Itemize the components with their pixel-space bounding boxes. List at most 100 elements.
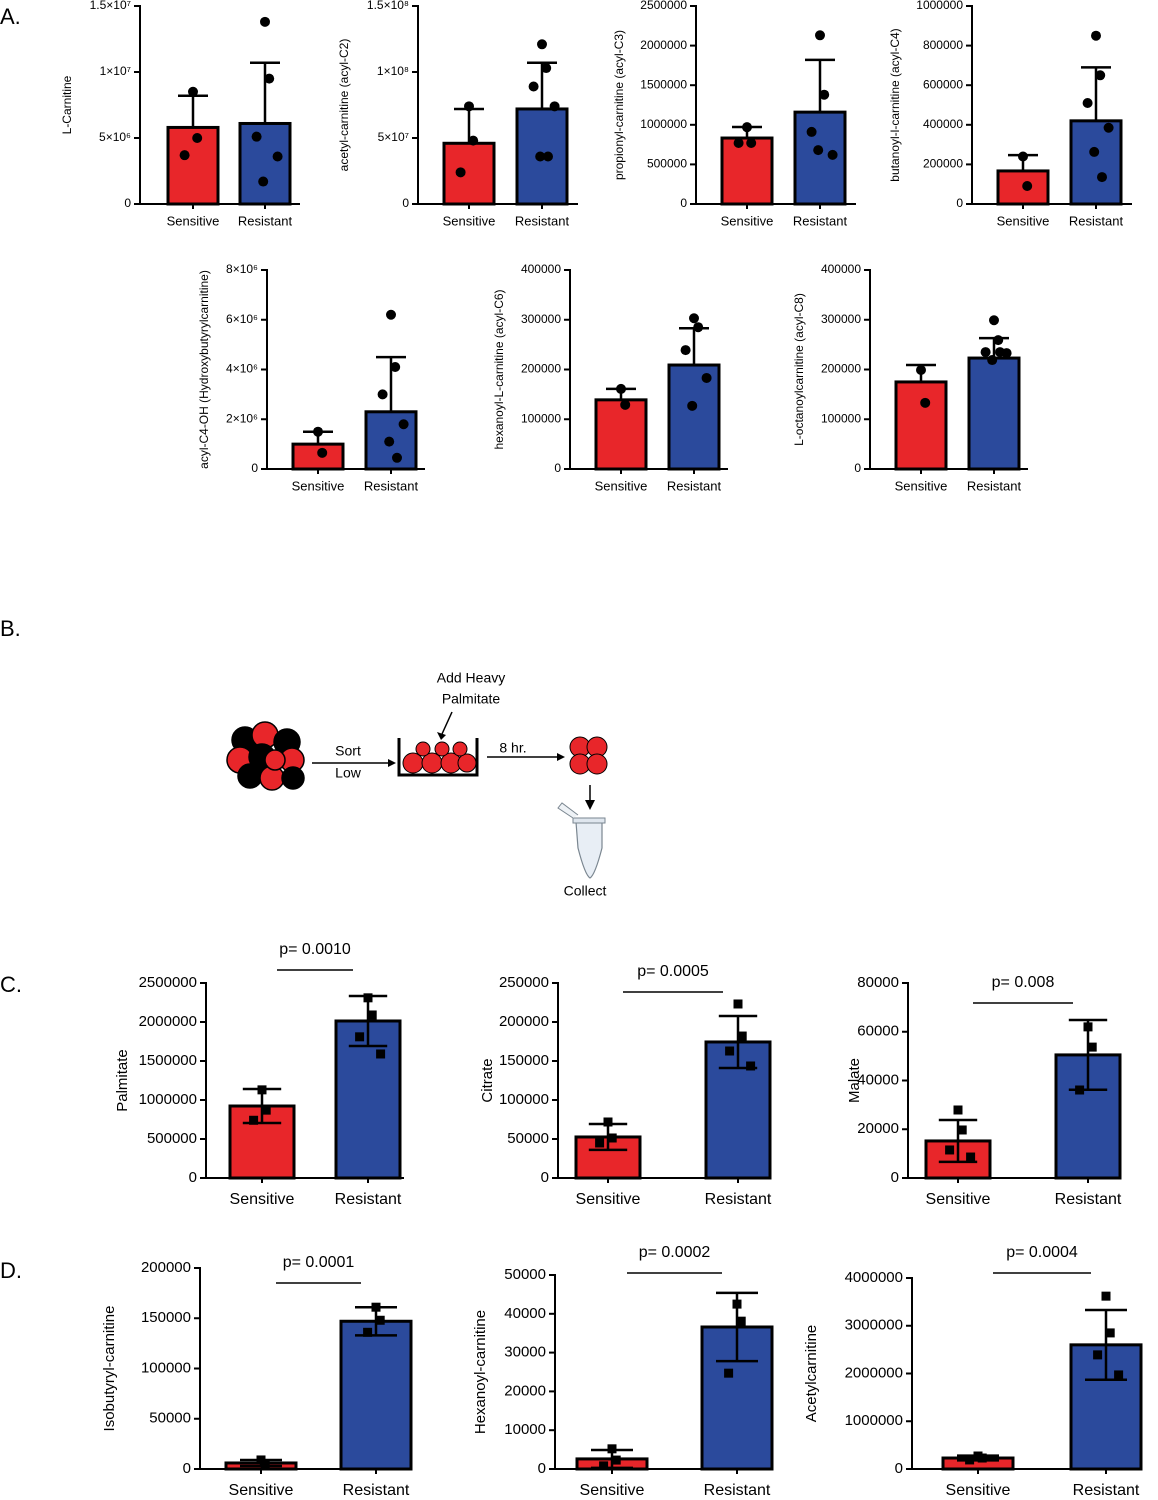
data-point (464, 101, 474, 112)
y-tick-label: 40000 (504, 1305, 546, 1322)
data-point (386, 309, 396, 320)
data-point (746, 1061, 756, 1071)
x-tick-label: Resistant (515, 213, 570, 228)
y-tick-label: 1×10⁸ (377, 64, 409, 78)
x-tick-label: Resistant (238, 213, 293, 228)
data-point (261, 1105, 271, 1115)
y-tick-label: 0 (895, 1460, 903, 1477)
y-axis-label: Citrate (479, 1058, 496, 1102)
y-tick-label: 100000 (521, 411, 561, 425)
x-tick-label: Sensitive (230, 1191, 295, 1208)
data-point (392, 452, 402, 463)
x-tick-label: Sensitive (721, 213, 774, 228)
y-tick-label: 6×10⁶ (226, 312, 258, 326)
x-tick-label: Resistant (667, 478, 722, 493)
diagram-label: Add Heavy (437, 670, 505, 686)
x-tick-label: Sensitive (229, 1482, 294, 1499)
x-tick-label: Resistant (343, 1482, 410, 1499)
data-point (965, 1455, 975, 1465)
y-tick-label: 1500000 (139, 1052, 197, 1069)
panel-label: A. (0, 4, 21, 29)
y-tick-label: 1000000 (916, 0, 963, 12)
data-point (1083, 1022, 1093, 1032)
data-point (257, 1085, 267, 1095)
data-point (980, 347, 991, 358)
chart: 0 500000 1000000 1500000 2000000 2500000 propi… (612, 0, 856, 228)
y-tick-label: 2500000 (640, 0, 687, 12)
data-point (363, 1327, 373, 1337)
data-point (1101, 1291, 1111, 1301)
y-tick-label: 2×10⁶ (226, 411, 258, 425)
y-tick-label: 0 (189, 1169, 197, 1186)
bar (238, 121, 292, 206)
data-point (595, 1138, 605, 1148)
y-tick-label: 50000 (507, 1130, 549, 1147)
x-tick-label: Sensitive (997, 213, 1050, 228)
y-tick-label: 0 (538, 1460, 546, 1477)
data-point (724, 1368, 734, 1378)
error-bar (250, 61, 280, 124)
x-tick-label: Sensitive (580, 1482, 645, 1499)
data-point (313, 426, 323, 437)
data-point (258, 176, 269, 187)
data-point (693, 322, 704, 333)
arrowhead (557, 753, 565, 761)
y-tick-label: 2000000 (139, 1013, 197, 1030)
panel-label: B. (0, 616, 21, 641)
x-tick-label: Resistant (967, 478, 1022, 493)
arrow (441, 711, 453, 735)
bar (339, 1319, 413, 1471)
y-axis-label: hexanoyl-L-carnitine (acyl-C6) (492, 289, 506, 449)
diagram-label: 8 hr. (499, 740, 526, 756)
chart: 0 200000 400000 600000 800000 1000000 butanoyl… (888, 0, 1132, 228)
y-tick-label: 20000 (504, 1382, 546, 1399)
y-axis-label: Hexanoyl-carnitine (472, 1310, 489, 1434)
data-point (687, 400, 698, 411)
x-tick-label: Resistant (1069, 213, 1124, 228)
y-tick-label: 0 (554, 461, 561, 475)
y-tick-label: 800000 (923, 38, 963, 52)
diagram-label: Sort (335, 743, 361, 759)
dish (397, 738, 479, 777)
data-point (179, 150, 190, 161)
panel-label: D. (0, 1258, 22, 1283)
x-tick-label: Resistant (1073, 1482, 1140, 1499)
data-point (599, 1461, 609, 1471)
bar (442, 141, 496, 206)
data-point (607, 1133, 617, 1143)
y-tick-label: 20000 (857, 1120, 899, 1137)
y-tick-label: 2000000 (640, 38, 687, 52)
y-tick-label: 100000 (821, 411, 861, 425)
data-point (957, 1125, 967, 1135)
y-tick-label: 50000 (504, 1266, 546, 1283)
y-tick-label: 0 (680, 196, 687, 210)
x-tick-label: Sensitive (292, 478, 345, 493)
chart: 0 100000 200000 300000 400000 hexanoyl-L-carn… (492, 262, 728, 493)
data-point (317, 447, 328, 458)
x-tick-label: Sensitive (595, 478, 648, 493)
y-tick-label: 1.5×10⁷ (90, 0, 131, 12)
data-point (603, 1117, 613, 1127)
chart: 0 500000 1000000 1500000 2000000 2500000 Palmi… (114, 941, 404, 1208)
data-point (607, 1444, 617, 1454)
y-axis-label: Malate (846, 1058, 863, 1103)
y-tick-label: 400000 (821, 262, 861, 276)
y-tick-label: 400000 (923, 117, 963, 131)
arrowhead (585, 800, 595, 810)
y-tick-label: 0 (956, 196, 963, 210)
chart: 0 5×10⁶ 1×10⁷ 1.5×10⁷ L-Carnitine Sensitive Re… (60, 0, 300, 228)
chart: 0 20000 40000 60000 80000 Malate Sensitive Resi… (846, 974, 1122, 1208)
data-point (272, 151, 283, 162)
chart: 0 50000 100000 150000 200000 250000 Citrate Sen… (479, 963, 772, 1208)
p-value: p= 0.0001 (283, 1254, 355, 1271)
data-point (616, 383, 626, 394)
y-tick-label: 500000 (147, 1130, 197, 1147)
data-point (260, 1460, 270, 1470)
data-point (1095, 70, 1106, 81)
data-point (528, 81, 539, 92)
data-point (1018, 151, 1028, 162)
y-tick-label: 1×10⁷ (100, 64, 131, 78)
error-bar (805, 58, 835, 113)
y-tick-label: 8×10⁶ (226, 262, 258, 276)
data-point (680, 345, 691, 356)
